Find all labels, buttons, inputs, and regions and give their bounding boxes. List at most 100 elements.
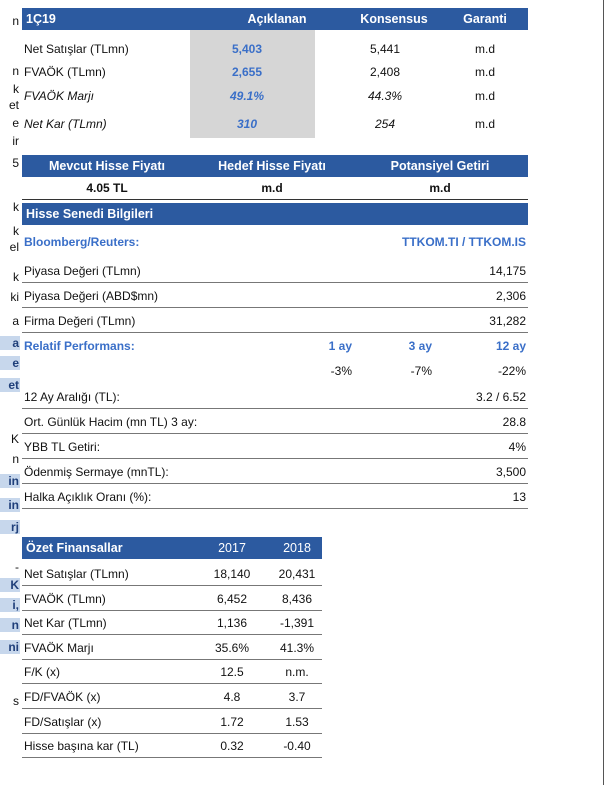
row-divider bbox=[22, 282, 528, 283]
row-divider bbox=[22, 458, 528, 459]
stock-info-row: Halka Açıklık Oranı (%): 13 bbox=[22, 486, 528, 509]
year-2018-header: 2018 bbox=[283, 541, 311, 555]
financials-row: FVAÖK (TLmn) 6,452 8,436 bbox=[22, 588, 322, 611]
stock-info-row: Piyasa Değeri (ABD$mn) 2,306 bbox=[22, 285, 528, 308]
row-divider bbox=[22, 732, 322, 734]
financials-label: Net Satışlar (TLmn) bbox=[24, 567, 129, 581]
financials-label: FD/Satışlar (x) bbox=[24, 714, 102, 729]
row-divider bbox=[22, 658, 322, 660]
estimate-label: FVAÖK (TLmn) bbox=[24, 65, 106, 79]
relative-12m-header: 12 ay bbox=[495, 339, 526, 353]
left-fragment: a bbox=[0, 336, 20, 350]
actual-column-shading bbox=[190, 30, 315, 138]
stock-info-label: Piyasa Değeri (ABD$mn) bbox=[24, 289, 159, 303]
actual-value: 310 bbox=[236, 117, 258, 131]
consensus-value: 254 bbox=[374, 117, 396, 131]
value-2017: 6,452 bbox=[216, 591, 248, 606]
left-fragment: n bbox=[12, 64, 19, 78]
left-fragment: k bbox=[13, 82, 19, 96]
garanti-value: m.d bbox=[474, 65, 495, 79]
estimates-header: 1Ç19 Açıklanan Konsensus Garanti bbox=[22, 8, 528, 30]
row-divider bbox=[22, 609, 322, 611]
garanti-value: m.d bbox=[474, 89, 495, 103]
actual-value: 2,655 bbox=[231, 65, 263, 79]
potential-return-header: Potansiyel Getiri bbox=[390, 159, 490, 173]
actual-header: Açıklanan bbox=[247, 12, 307, 26]
stock-info-label: Ort. Günlük Hacim (mn TL) 3 ay: bbox=[24, 415, 198, 429]
value-2018: 20,431 bbox=[278, 567, 316, 581]
row-divider bbox=[22, 634, 322, 636]
left-fragment: ki bbox=[10, 290, 19, 304]
stock-info-value: 13 bbox=[512, 490, 526, 504]
relative-values-row: -3% -7% -22% bbox=[22, 360, 528, 383]
bloomberg-row: Bloomberg/Reuters: TTKOM.TI / TTKOM.IS bbox=[22, 231, 528, 254]
financials-row: Net Kar (TLmn) 1,136 -1,391 bbox=[22, 612, 322, 635]
stock-info-value: 31,282 bbox=[489, 314, 526, 328]
target-price-value: m.d bbox=[261, 181, 283, 195]
left-fragment: n bbox=[12, 14, 19, 28]
left-fragment: K bbox=[0, 578, 20, 592]
row-divider bbox=[22, 307, 528, 308]
stock-info-label: Firma Değeri (TLmn) bbox=[24, 314, 136, 328]
bloomberg-label: Bloomberg/Reuters: bbox=[24, 235, 140, 249]
row-divider bbox=[22, 408, 528, 409]
bloomberg-value: TTKOM.TI / TTKOM.IS bbox=[402, 235, 526, 249]
current-price-value: 4.05 TL bbox=[86, 181, 128, 195]
value-2017: 1,136 bbox=[216, 616, 248, 631]
relative-3m-value: -7% bbox=[410, 364, 432, 378]
stock-info-label: Halka Açıklık Oranı (%): bbox=[24, 490, 152, 504]
estimate-label: FVAÖK Marjı bbox=[24, 89, 95, 103]
actual-value: 49.1% bbox=[229, 89, 265, 103]
left-fragment: et bbox=[0, 378, 20, 392]
left-fragment: rj bbox=[0, 520, 20, 534]
row-divider bbox=[22, 508, 528, 509]
estimate-row: Net Satışlar (TLmn) 5,403 5,441 m.d bbox=[22, 38, 528, 61]
stock-info-value: 4% bbox=[508, 440, 526, 454]
stock-info-row: Ödenmiş Sermaye (mnTL): 3,500 bbox=[22, 461, 528, 484]
left-fragment: ni bbox=[0, 640, 20, 654]
value-2018: 41.3% bbox=[279, 640, 315, 655]
left-fragment: k bbox=[13, 200, 19, 214]
left-fragment: - bbox=[15, 560, 19, 574]
row-divider bbox=[22, 433, 528, 434]
relative-label: Relatif Performans: bbox=[24, 339, 135, 353]
value-2017: 12.5 bbox=[220, 665, 244, 680]
stock-info-row: Piyasa Değeri (TLmn) 14,175 bbox=[22, 260, 528, 283]
left-fragment: n bbox=[12, 452, 19, 466]
value-2017: 35.6% bbox=[214, 640, 250, 655]
garanti-value: m.d bbox=[474, 42, 495, 56]
relative-1m-value: -3% bbox=[330, 364, 352, 378]
row-divider bbox=[22, 585, 322, 586]
stock-info-label: Ödenmiş Sermaye (mnTL): bbox=[24, 465, 169, 479]
left-fragment: k bbox=[13, 270, 19, 284]
left-fragment: i, bbox=[0, 598, 20, 612]
year-2017-header: 2017 bbox=[218, 541, 246, 555]
financials-label: FVAÖK (TLmn) bbox=[24, 591, 106, 606]
price-header: Mevcut Hisse Fiyatı Hedef Hisse Fiyatı P… bbox=[22, 155, 528, 177]
relative-1m-header: 1 ay bbox=[328, 339, 352, 353]
stock-info-label: YBB TL Getiri: bbox=[24, 440, 101, 454]
value-2017: 1.72 bbox=[220, 714, 244, 729]
stock-info-label: Piyasa Değeri (TLmn) bbox=[24, 264, 141, 278]
left-fragment: n bbox=[0, 618, 20, 632]
left-fragment: e bbox=[0, 356, 20, 370]
garanti-value: m.d bbox=[474, 117, 495, 131]
financials-row: F/K (x) 12.5 n.m. bbox=[22, 661, 322, 684]
relative-performance-row: Relatif Performans: 1 ay 3 ay 12 ay bbox=[22, 335, 528, 358]
value-2018: 8,436 bbox=[281, 591, 313, 606]
left-fragment: in bbox=[0, 474, 20, 488]
row-divider bbox=[22, 683, 322, 685]
consensus-value: 5,441 bbox=[369, 42, 401, 56]
value-2018: -1,391 bbox=[279, 616, 315, 631]
stock-info-row: Ort. Günlük Hacim (mn TL) 3 ay: 28.8 bbox=[22, 411, 528, 434]
left-fragment: k bbox=[13, 224, 19, 238]
estimate-row: FVAÖK Marjı 49.1% 44.3% m.d bbox=[22, 85, 528, 108]
left-fragment: s bbox=[13, 694, 19, 708]
potential-return-value: m.d bbox=[429, 181, 451, 195]
financials-label: FD/FVAÖK (x) bbox=[24, 690, 101, 704]
stock-info-row: 12 Ay Aralığı (TL): 3.2 / 6.52 bbox=[22, 386, 528, 409]
estimate-label: Net Kar (TLmn) bbox=[24, 117, 107, 131]
financials-header: Özet Finansallar 2017 2018 bbox=[22, 537, 322, 559]
left-fragment: et bbox=[8, 98, 19, 112]
page-border-line bbox=[603, 0, 604, 785]
